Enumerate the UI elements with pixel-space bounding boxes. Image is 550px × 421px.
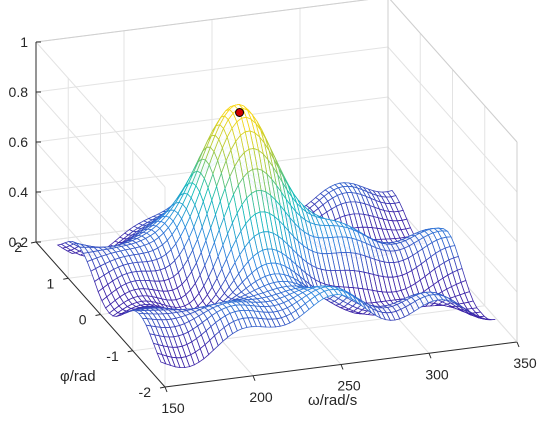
x-tick-label: 200 bbox=[249, 389, 273, 405]
surface-cell bbox=[156, 352, 167, 365]
x-tick-mark bbox=[252, 375, 256, 381]
x-tick-label: 350 bbox=[513, 355, 537, 371]
z-tick-label: 1 bbox=[20, 34, 28, 50]
y-tick-label: 0 bbox=[79, 312, 87, 328]
x-axis-label: ω/rad/s bbox=[308, 392, 357, 409]
y-tick-mark bbox=[63, 277, 69, 280]
z-tick-label: 0.6 bbox=[9, 134, 29, 150]
y-tick-mark bbox=[159, 386, 166, 389]
y-tick-label: -1 bbox=[106, 348, 119, 364]
grid-line bbox=[35, 96, 389, 143]
y-tick-mark bbox=[127, 350, 133, 353]
box-edge bbox=[35, 0, 369, 43]
box-edge bbox=[389, 0, 518, 143]
grid-line bbox=[387, 96, 518, 243]
y-tick-label: 1 bbox=[46, 275, 54, 291]
z-tick-label: 0.4 bbox=[9, 184, 29, 200]
x-tick-label: 300 bbox=[425, 366, 449, 382]
x-tick-mark bbox=[340, 364, 344, 370]
x-tick-mark bbox=[428, 353, 432, 359]
x-tick-mark bbox=[164, 386, 168, 393]
grid-line bbox=[35, 91, 166, 238]
y-tick-label: 2 bbox=[14, 239, 22, 255]
peak-marker bbox=[235, 108, 245, 117]
grid-line bbox=[35, 41, 166, 188]
x-tick-mark bbox=[516, 341, 520, 348]
x-tick-label: 150 bbox=[161, 400, 185, 416]
grid-line bbox=[35, 46, 389, 93]
grid-line bbox=[387, 46, 518, 193]
peak-point bbox=[235, 108, 245, 117]
y-tick-mark bbox=[95, 314, 101, 316]
grid-line bbox=[387, 146, 518, 293]
y-tick-mark bbox=[30, 241, 37, 244]
surface-mesh bbox=[56, 103, 496, 368]
z-tick-label: 0.8 bbox=[9, 84, 29, 100]
x-tick-label: 250 bbox=[337, 378, 361, 394]
tick-labels: 150 200 250 300 350 -2 -1 0 1 20.2 0.4 0.6 0.8 1 bbox=[9, 34, 537, 416]
y-axis-label: φ/rad bbox=[60, 368, 96, 385]
z-tick-label: 0.2 bbox=[9, 234, 29, 250]
y-tick-label: -2 bbox=[139, 384, 152, 400]
